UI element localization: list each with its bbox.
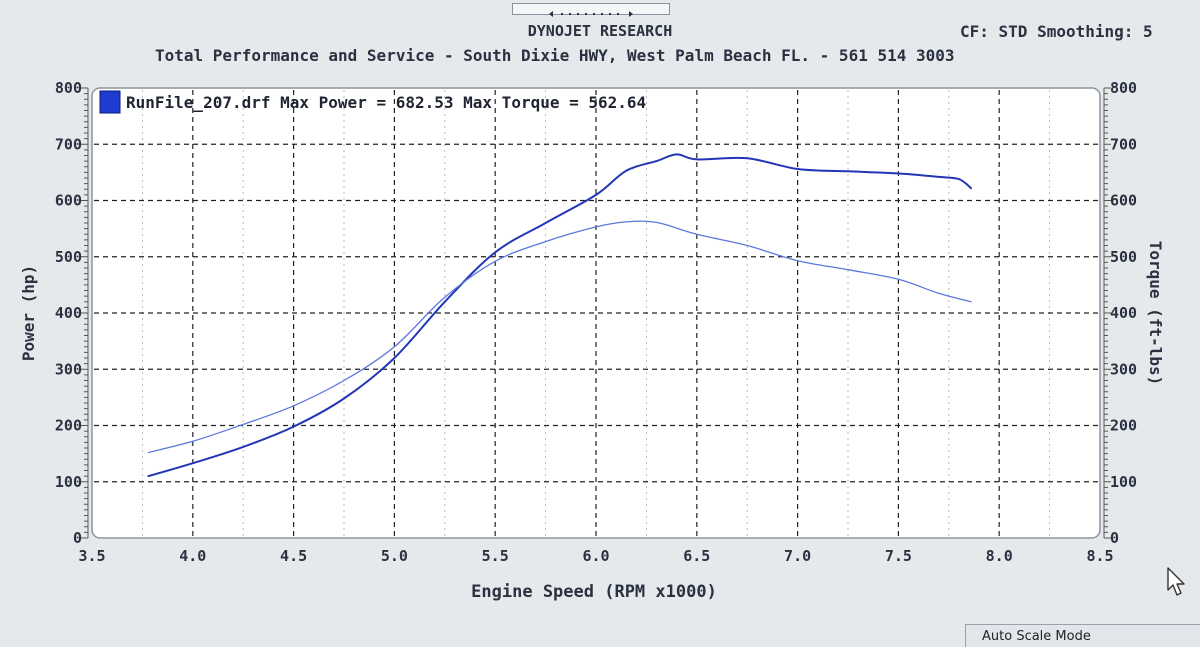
y2-tick-label: 700	[1110, 135, 1137, 153]
y2-tick-label: 200	[1110, 417, 1137, 435]
y-axis-label: Power (hp)	[19, 265, 38, 361]
legend-swatch	[99, 90, 121, 114]
scroll-arrows-icon	[549, 11, 633, 17]
y2-tick-label: 300	[1110, 360, 1137, 378]
x-tick-label: 8.5	[1086, 547, 1113, 565]
y2-tick-label: 500	[1110, 248, 1137, 266]
legend: RunFile_207.drf Max Power = 682.53 Max T…	[99, 90, 646, 114]
y-tick-label: 500	[55, 248, 82, 266]
auto-scale-mode-label: Auto Scale Mode	[982, 629, 1091, 644]
grid-lines	[94, 90, 1098, 536]
x-tick-label: 6.0	[582, 547, 609, 565]
plot-area	[91, 87, 1101, 539]
y-tick-label: 300	[55, 360, 82, 378]
correction-smoothing-label: CF: STD Smoothing: 5	[960, 22, 1153, 41]
y2-tick-label: 100	[1110, 473, 1137, 491]
y-tick-label: 400	[55, 304, 82, 322]
x-tick-label: 5.0	[381, 547, 408, 565]
mouse-cursor-icon	[1167, 567, 1185, 596]
x-tick-label: 7.0	[784, 547, 811, 565]
right-axis-ruler	[1103, 87, 1111, 539]
x-axis-label: Engine Speed (RPM x1000)	[471, 582, 717, 602]
y-tick-label: 700	[55, 135, 82, 153]
x-tick-label: 7.5	[885, 547, 912, 565]
x-tick-label: 5.5	[482, 547, 509, 565]
y2-tick-labels: 0 100 200 300 400 500 600 700 800	[1110, 79, 1137, 547]
y-tick-labels: 0 100 200 300 400 500 600 700 800	[55, 79, 82, 547]
y2-tick-label: 800	[1110, 79, 1137, 97]
y-tick-label: 200	[55, 417, 82, 435]
x-tick-label: 3.5	[78, 547, 105, 565]
torque-curve	[147, 220, 972, 454]
y-tick-label: 600	[55, 192, 82, 210]
y-tick-label: 800	[55, 79, 82, 97]
y2-tick-label: 0	[1110, 529, 1119, 547]
x-tick-label: 4.0	[179, 547, 206, 565]
x-tick-label: 8.0	[986, 547, 1013, 565]
left-axis-ruler	[81, 87, 89, 539]
x-tick-labels: 3.5 4.0 4.5 5.0 5.5 6.0 6.5 7.0 7.5 8.0 8.5	[78, 547, 1113, 565]
series-lines	[147, 153, 972, 478]
y-tick-label: 0	[73, 529, 82, 547]
y2-tick-label: 600	[1110, 192, 1137, 210]
y-tick-label: 100	[55, 473, 82, 491]
x-tick-label: 6.5	[683, 547, 710, 565]
chart-subtitle: Total Performance and Service - South Di…	[155, 46, 955, 65]
power-curve	[147, 153, 972, 478]
status-bar: Auto Scale Mode	[965, 624, 1200, 647]
chart-title: DYNOJET RESEARCH	[527, 22, 673, 40]
legend-text: RunFile_207.drf Max Power = 682.53 Max T…	[126, 93, 646, 112]
y2-tick-label: 400	[1110, 304, 1137, 322]
y2-axis-label: Torque (ft-lbs)	[1146, 241, 1165, 386]
scroll-thumb-icon[interactable]	[512, 3, 670, 17]
x-tick-label: 4.5	[280, 547, 307, 565]
